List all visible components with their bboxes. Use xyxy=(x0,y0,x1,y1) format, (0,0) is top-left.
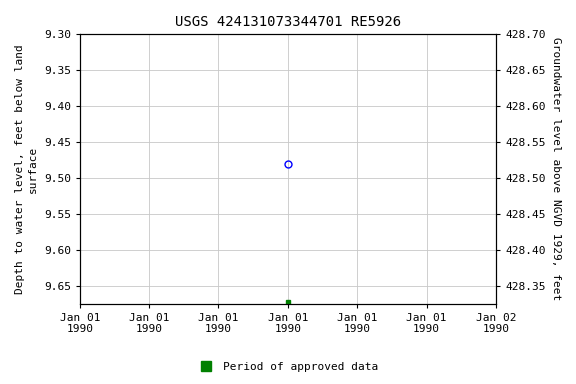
Y-axis label: Groundwater level above NGVD 1929, feet: Groundwater level above NGVD 1929, feet xyxy=(551,38,561,301)
Y-axis label: Depth to water level, feet below land
surface: Depth to water level, feet below land su… xyxy=(15,44,38,294)
Title: USGS 424131073344701 RE5926: USGS 424131073344701 RE5926 xyxy=(175,15,401,29)
Legend: Period of approved data: Period of approved data xyxy=(193,358,383,377)
